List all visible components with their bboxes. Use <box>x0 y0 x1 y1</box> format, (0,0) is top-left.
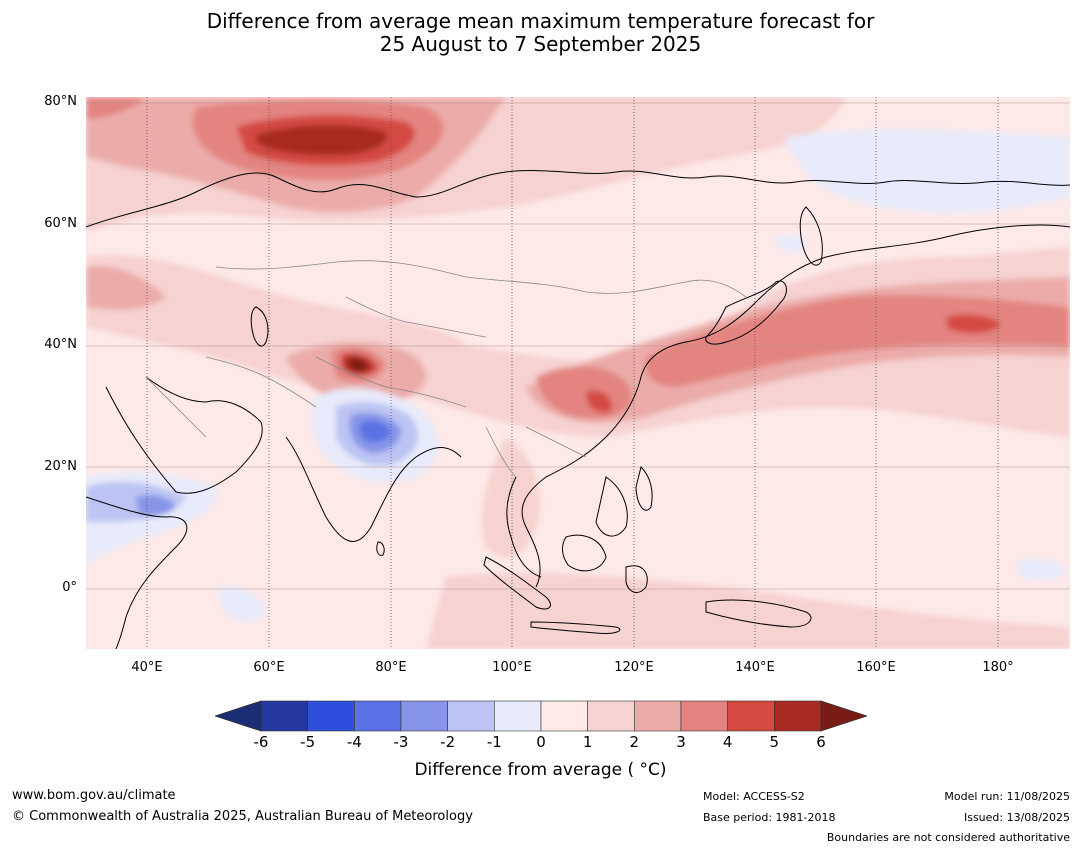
colorbar-tick-label: -6 <box>253 733 269 751</box>
lon-label-180: 180° <box>982 660 1014 675</box>
coastlines <box>86 170 1070 649</box>
colorbar-segment-5-to-6 <box>774 700 822 732</box>
lat-label-80n: 80°N <box>44 94 77 109</box>
lon-label-80e: 80°E <box>375 660 407 675</box>
anomaly-siberia-minus1to0 <box>786 129 1070 214</box>
colorbar-tick-label: -1 <box>486 733 502 751</box>
forecast-map <box>86 97 1070 649</box>
lat-label-60n: 60°N <box>44 216 77 231</box>
footer-disclaimer: Boundaries are not considered authoritat… <box>826 831 1070 844</box>
colorbar-tick-label: -4 <box>346 733 362 751</box>
colorbar-label: Difference from average ( °C) <box>414 760 667 780</box>
colorbar-tick-label: 4 <box>722 733 733 751</box>
colorbar-tick-label: -2 <box>440 733 456 751</box>
footer-model: Model: ACCESS-S2 <box>703 790 805 803</box>
footer-model-run: Model run: 11/08/2025 <box>944 790 1070 803</box>
colorbar-segment-2-to-3 <box>634 700 682 732</box>
lat-label-0: 0° <box>62 580 77 595</box>
colorbar-segment--1-to-0 <box>494 700 542 732</box>
colorbar-tick-label: 2 <box>629 733 640 751</box>
footer-issued: Issued: 13/08/2025 <box>963 811 1070 824</box>
colorbar-segment--5-to--4 <box>307 700 355 732</box>
colorbar-tick-label: 1 <box>582 733 593 751</box>
colorbar-tick-label: 3 <box>676 733 686 751</box>
anomaly-pacific-east-4to5 <box>956 317 998 332</box>
colorbar-under-triangle <box>215 700 262 732</box>
map-title-line1: Difference from average mean maximum tem… <box>206 9 875 33</box>
colorbar-segment-1-to-2 <box>587 700 635 732</box>
country-borders <box>145 260 747 478</box>
anomaly-china-4to5 <box>586 390 612 413</box>
map-title-line2: 25 August to 7 September 2025 <box>379 32 702 56</box>
lon-label-120e: 120°E <box>614 660 654 675</box>
footer-copyright: © Commonwealth of Australia 2025, Austra… <box>12 809 473 824</box>
colorbar-tick-label: 6 <box>816 733 826 751</box>
lon-label-160e: 160°E <box>856 660 896 675</box>
colorbar-segment-4-to-5 <box>727 700 775 732</box>
anomaly-indian-ocean-minus1to0 <box>216 585 266 622</box>
colorbar-segment--4-to--3 <box>354 700 402 732</box>
footer-website[interactable]: www.bom.gov.au/climate <box>12 788 176 803</box>
colorbar-segment--2-to--1 <box>447 700 495 732</box>
colorbar-segment-3-to-4 <box>680 700 728 732</box>
anomaly-russia-5to6 <box>256 124 387 156</box>
colorbar-tick-label: -5 <box>300 733 316 751</box>
anomaly-westasia-2to3 <box>86 266 166 310</box>
footer-base-period: Base period: 1981-2018 <box>703 811 836 824</box>
anomaly-indonesia-1to2 <box>426 572 1070 649</box>
colorbar-segment--6-to--5 <box>260 700 308 732</box>
colorbar-tick-label: 5 <box>769 733 780 751</box>
lat-label-40n: 40°N <box>44 337 77 352</box>
lon-label-140e: 140°E <box>735 660 775 675</box>
colorbar-segment-0-to-1 <box>540 700 588 732</box>
anomaly-india-core <box>359 420 391 443</box>
graticule-meridians <box>146 97 999 649</box>
colorbar-segment--3-to--2 <box>400 700 448 732</box>
anomaly-kamchatka-minus1to0 <box>776 235 808 253</box>
anomaly-karakoram-above6 <box>350 359 366 371</box>
anomaly-barents-3to4 <box>86 97 146 119</box>
lon-label-100e: 100°E <box>492 660 532 675</box>
colorbar-tick-label: -3 <box>393 733 409 751</box>
graticule-lines <box>86 102 1070 590</box>
lat-label-20n: 20°N <box>44 459 77 474</box>
lon-label-40e: 40°E <box>131 660 163 675</box>
colorbar-over-triangle <box>820 700 867 732</box>
anomaly-pacific-minus1to0 <box>1016 558 1066 580</box>
anomaly-africa-minus3to2 <box>136 495 176 517</box>
colorbar-tick-label: 0 <box>536 733 546 751</box>
colorbar <box>215 700 867 732</box>
lon-label-60e: 60°E <box>253 660 285 675</box>
